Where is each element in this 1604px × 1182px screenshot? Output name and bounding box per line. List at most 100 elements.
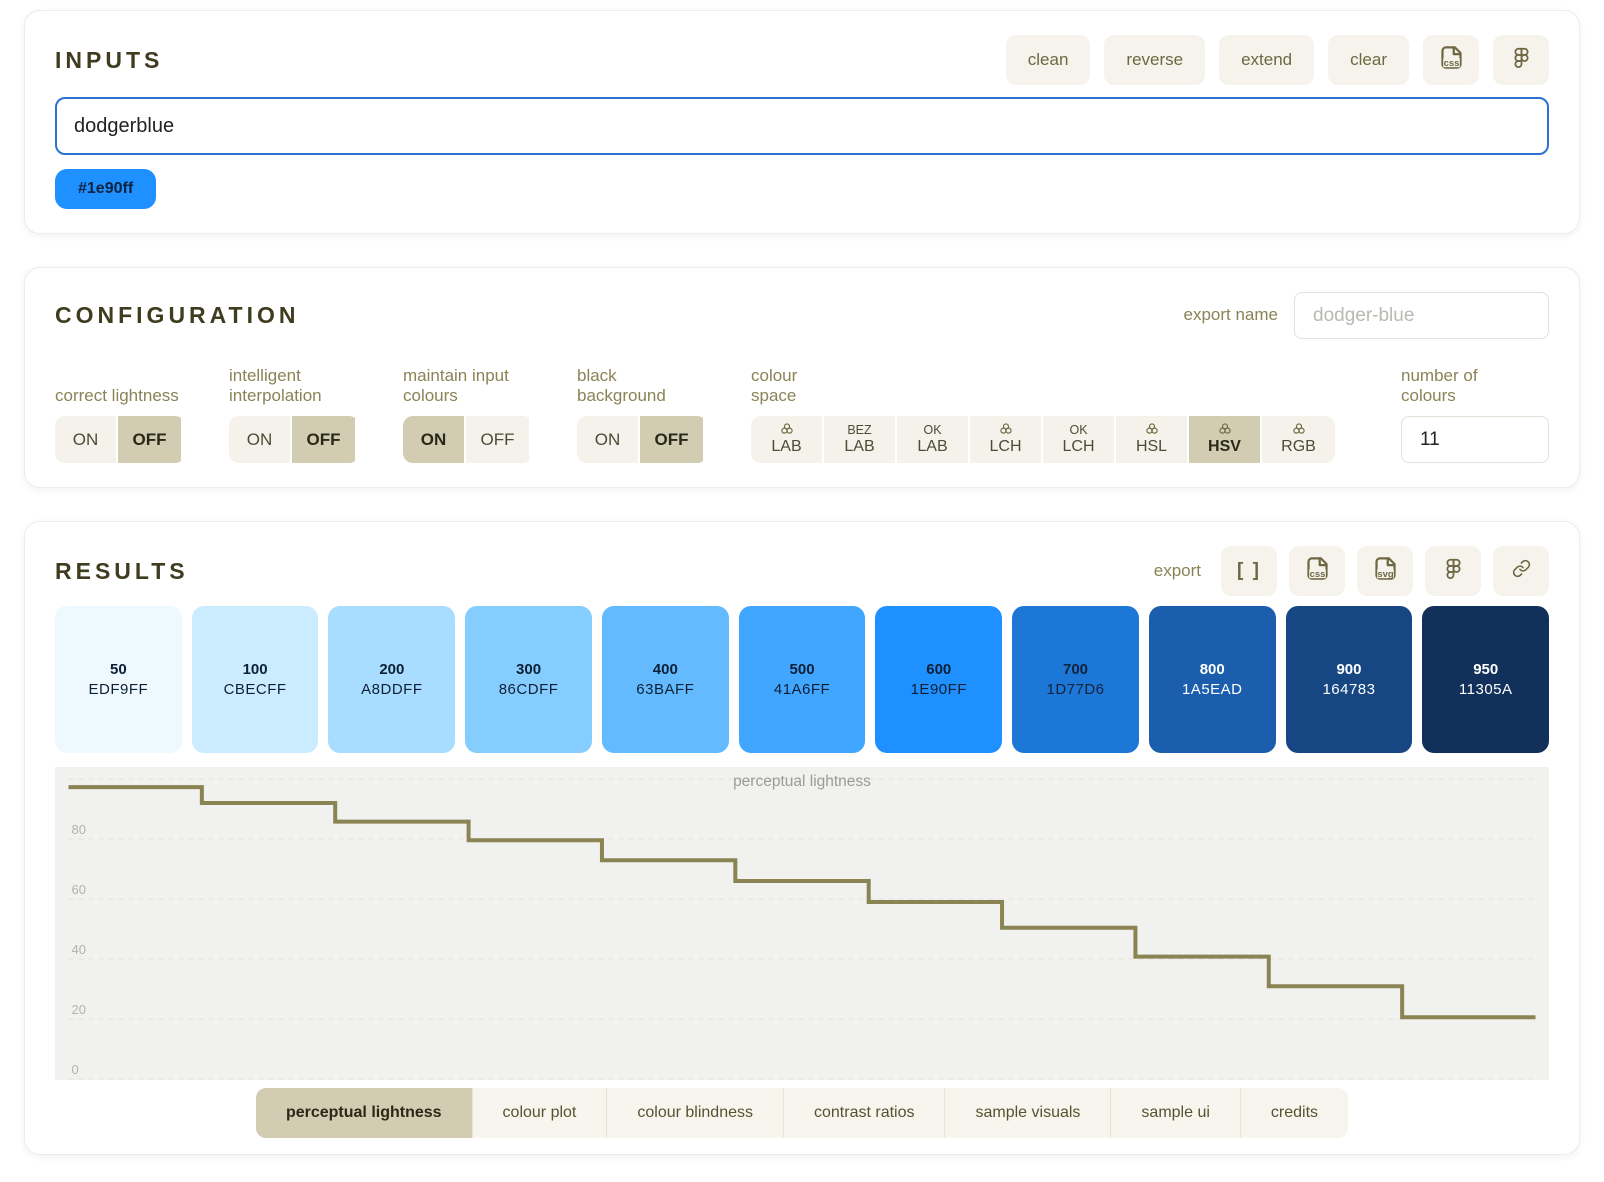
correct-lightness-toggle-off[interactable]: OFF [118,416,181,463]
swatch-200[interactable]: 200 A8DDFF [328,606,456,753]
extend-button[interactable]: extend [1219,35,1315,85]
results-title: RESULTS [55,557,189,584]
tab-sample-visuals[interactable]: sample visuals [944,1088,1110,1138]
svg-text:60: 60 [72,882,86,897]
results-panel: RESULTS export [ ] css svg 50 EDF9FF 100 CB… [24,521,1580,1155]
export-name-input[interactable] [1294,292,1549,339]
svg-text:80: 80 [72,822,86,837]
swatch-700[interactable]: 700 1D77D6 [1012,606,1139,753]
export-css-button[interactable]: css [1289,546,1345,596]
black-background-toggle-on[interactable]: ON [577,416,640,463]
export-svg-button[interactable]: svg [1357,546,1413,596]
colour-space-icon [999,422,1013,439]
number-of-colours-input[interactable] [1401,416,1549,463]
css-file-icon: css [1438,44,1465,76]
colour-chip[interactable]: #1e90ff [55,169,157,209]
colour-space-icon [1292,422,1306,439]
intelligent-interpolation-toggle: ON OFF [229,416,359,463]
copy-figma-button[interactable] [1493,35,1549,85]
perceptual-lightness-chart: 0 20 40 60 80 perceptual lightness [55,767,1549,1080]
black-background-toggle-group: black background ON OFF [577,365,707,463]
svg-file-icon: svg [1372,555,1399,587]
input-chips: #1e90ff [55,155,1549,209]
svg-text:perceptual lightness: perceptual lightness [733,773,871,790]
tab-sample-ui[interactable]: sample ui [1110,1088,1239,1138]
colour-space-option-lch-ok[interactable]: OK LCH [1043,416,1116,463]
colour-input[interactable] [55,97,1549,155]
swatch-50[interactable]: 50 EDF9FF [55,606,182,753]
colour-space-option-lab-ok[interactable]: OK LAB [897,416,970,463]
swatch-950[interactable]: 950 11305A [1422,606,1550,753]
copy-css-button[interactable]: css [1423,35,1479,85]
correct-lightness-toggle-group: correct lightness ON OFF [55,365,185,463]
tab-credits[interactable]: credits [1239,1088,1348,1138]
figma-icon [1511,47,1532,73]
export-json-button[interactable]: [ ] [1221,546,1277,596]
black-background-toggle-label: black background [577,365,666,406]
colour-space-selector: LAB BEZ LAB OK LAB LCH OK LCH HSL HSV RGB [751,416,1335,463]
maintain-input-colours-toggle-label: maintain input colours [403,365,509,406]
link-icon [1512,559,1531,583]
colour-space-icon [1218,422,1232,439]
inputs-panel: INPUTS clean reverse extend clear css #1e90… [24,10,1580,234]
svg-text:svg: svg [1377,569,1393,580]
swatch-400[interactable]: 400 63BAFF [601,606,729,753]
colour-space-option-rgb[interactable]: RGB [1262,416,1335,463]
colour-space-icon [780,422,794,439]
export-figma-button[interactable] [1425,546,1481,596]
export-link-button[interactable] [1493,546,1549,596]
swatch-600[interactable]: 600 1E90FF [875,606,1003,753]
figma-icon [1443,558,1464,584]
maintain-input-colours-toggle-off[interactable]: OFF [466,416,529,463]
number-of-colours-group: number of colours [1401,365,1549,463]
maintain-input-colours-toggle-group: maintain input colours ON OFF [403,365,533,463]
results-export-toolbar: export [ ] css svg [1154,546,1549,596]
swatch-row: 50 EDF9FF 100 CBECFF 200 A8DDFF 300 86CDFF 400 63… [55,606,1550,753]
colour-space-icon [1145,422,1159,439]
swatch-500[interactable]: 500 41A6FF [738,606,866,753]
svg-text:css: css [1309,569,1325,580]
colour-space-option-lab[interactable]: LAB [751,416,824,463]
colour-space-label: colour space [751,365,798,406]
tab-perceptual-lightness[interactable]: perceptual lightness [255,1088,472,1138]
swatch-300[interactable]: 300 86CDFF [465,606,592,753]
css-file-icon: css [1304,555,1331,587]
colour-space-group: colour space LAB BEZ LAB OK LAB LCH OK LCH HSL… [751,365,1335,463]
svg-text:0: 0 [72,1062,79,1077]
reverse-button[interactable]: reverse [1104,35,1206,85]
json-brackets-icon: [ ] [1237,560,1261,581]
clear-button[interactable]: clear [1328,35,1409,85]
svg-text:20: 20 [72,1002,86,1017]
black-background-toggle-off[interactable]: OFF [640,416,703,463]
configuration-panel: CONFIGURATION export name correct lightn… [24,267,1580,488]
export-name-label: export name [1183,305,1279,325]
colour-space-option-hsl[interactable]: HSL [1116,416,1189,463]
colour-space-option-lab-bez[interactable]: BEZ LAB [824,416,897,463]
tab-colour-plot[interactable]: colour plot [471,1088,607,1138]
correct-lightness-toggle-label: correct lightness [55,386,179,406]
inputs-toolbar: clean reverse extend clear css [1005,35,1549,85]
colour-space-option-lch[interactable]: LCH [970,416,1043,463]
maintain-input-colours-toggle: ON OFF [403,416,533,463]
intelligent-interpolation-toggle-group: intelligent interpolation ON OFF [229,365,359,463]
inputs-title: INPUTS [55,46,164,73]
configuration-title: CONFIGURATION [55,302,300,328]
clean-button[interactable]: clean [1005,35,1091,85]
number-of-colours-label: number of colours [1401,365,1478,406]
colour-space-option-hsv[interactable]: HSV [1189,416,1262,463]
export-label: export [1153,561,1201,580]
results-tabs: perceptual lightness colour plot colour bl… [255,1088,1349,1138]
intelligent-interpolation-toggle-off[interactable]: OFF [292,416,355,463]
intelligent-interpolation-toggle-label: intelligent interpolation [229,365,322,406]
svg-text:40: 40 [72,942,86,957]
black-background-toggle: ON OFF [577,416,707,463]
maintain-input-colours-toggle-on[interactable]: ON [403,416,466,463]
swatch-800[interactable]: 800 1A5EAD [1148,606,1276,753]
swatch-900[interactable]: 900 164783 [1285,606,1413,753]
configuration-row: correct lightness ON OFF intelligent int… [55,365,1549,463]
tab-colour-blindness[interactable]: colour blindness [606,1088,783,1138]
tab-contrast-ratios[interactable]: contrast ratios [783,1088,944,1138]
intelligent-interpolation-toggle-on[interactable]: ON [229,416,292,463]
swatch-100[interactable]: 100 CBECFF [191,606,319,753]
correct-lightness-toggle-on[interactable]: ON [55,416,118,463]
